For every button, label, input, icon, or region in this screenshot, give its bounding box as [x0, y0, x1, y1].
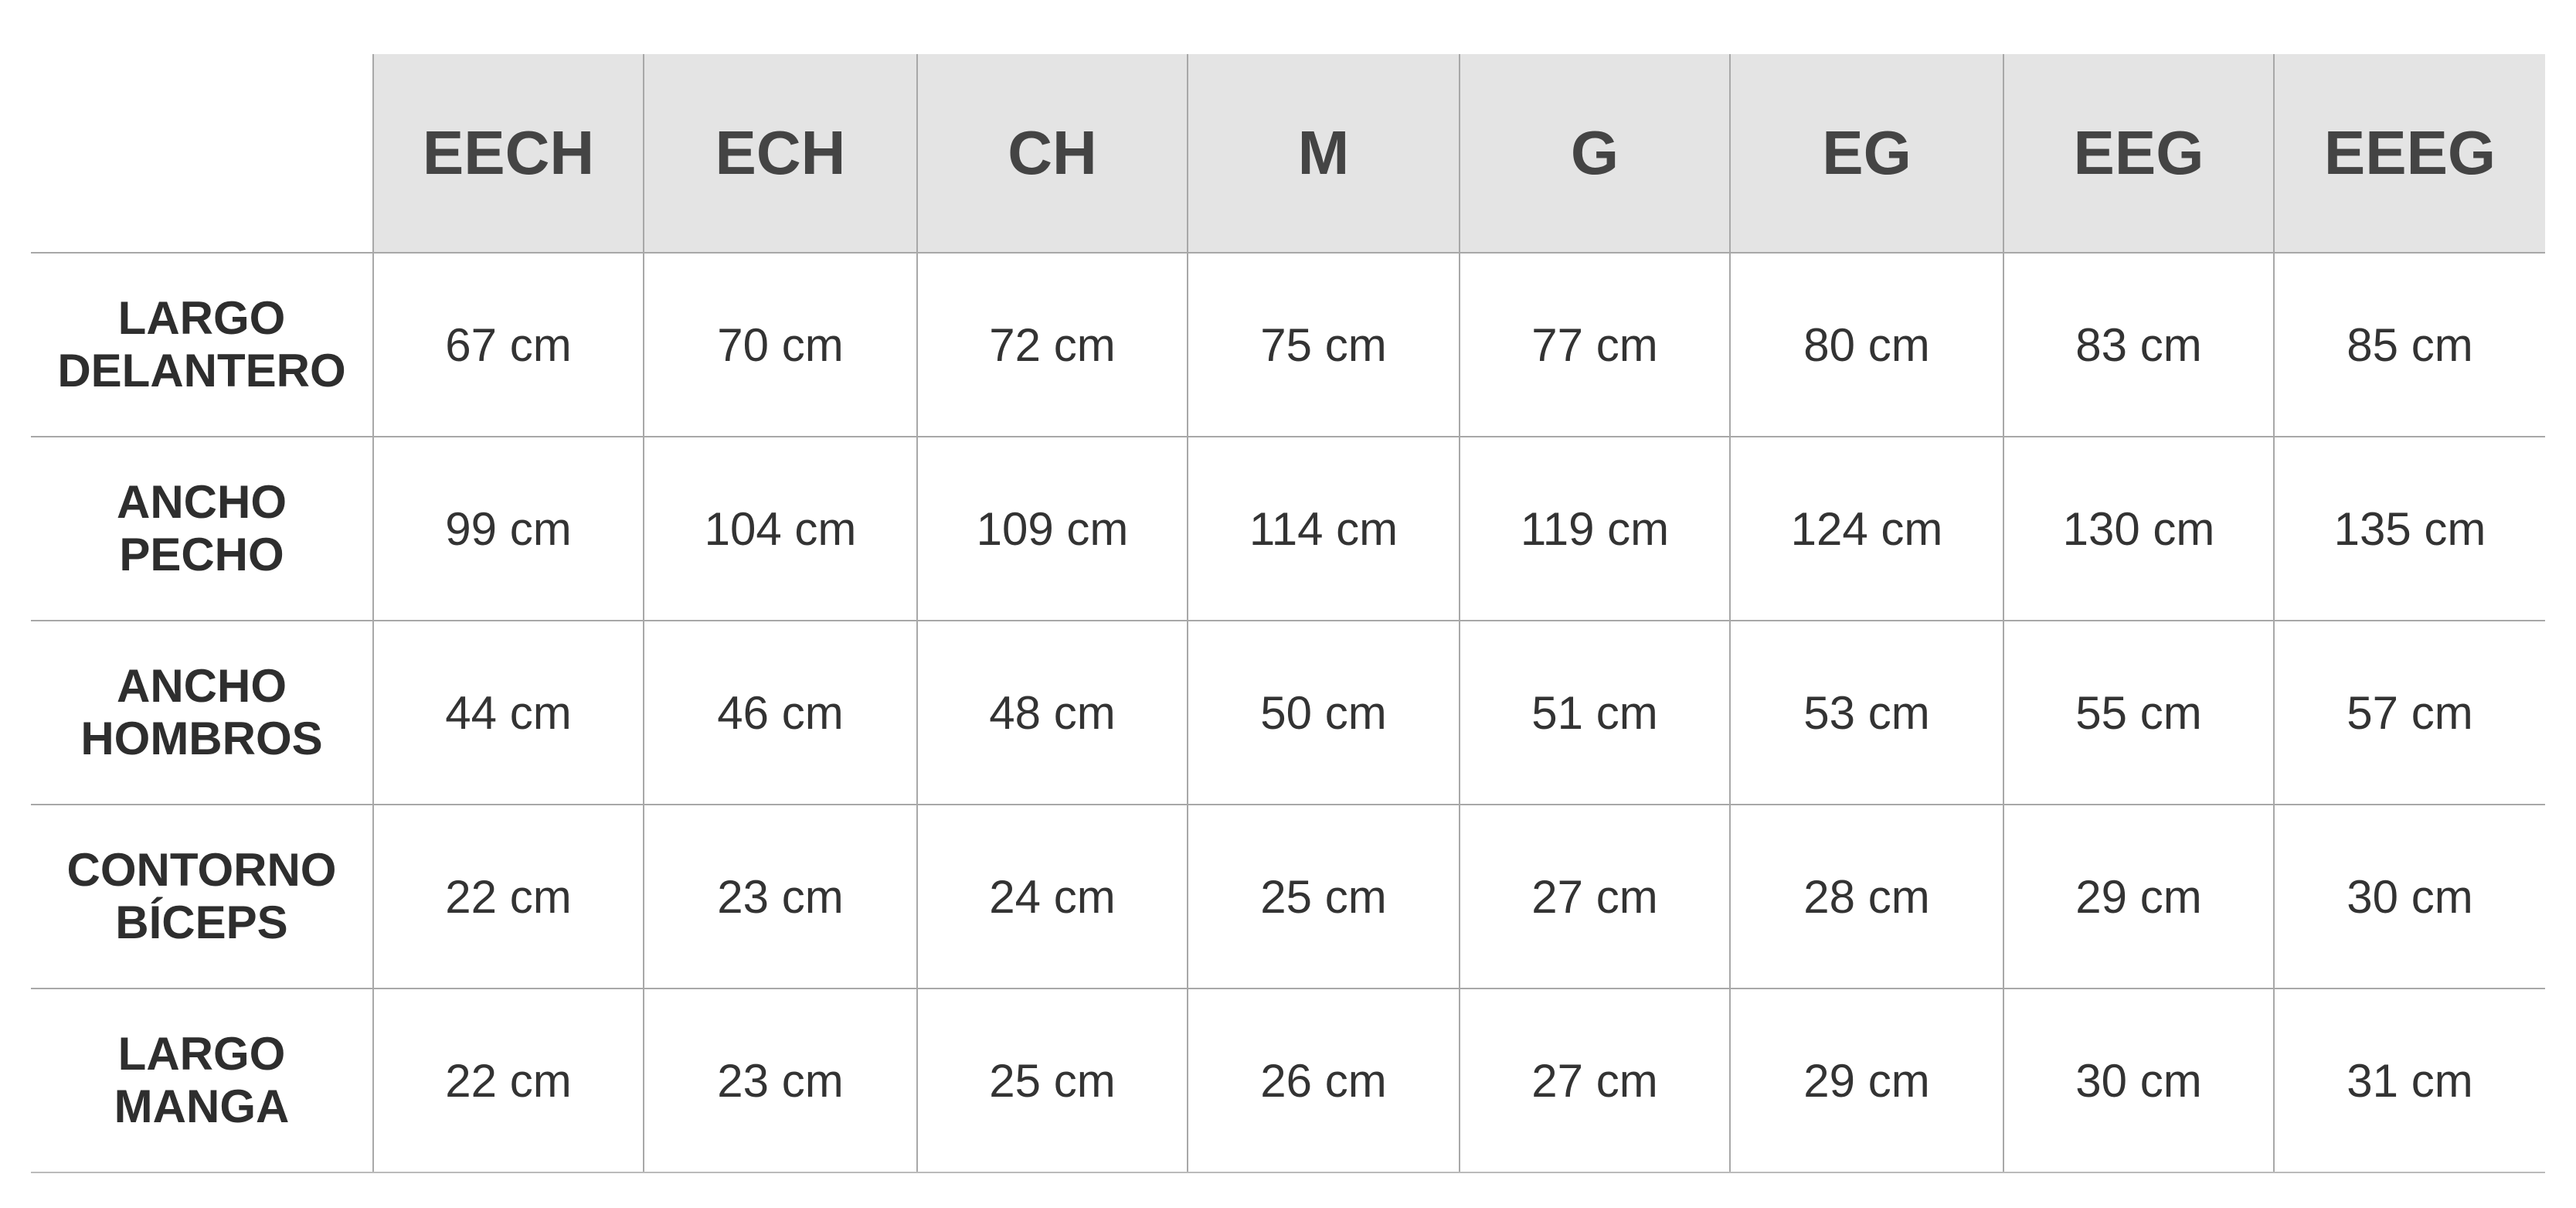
corner-cell [31, 54, 373, 253]
table-row: LARGO MANGA 22 cm 23 cm 25 cm 26 cm 27 cm 29 c… [31, 988, 2545, 1173]
measurement-cell: 50 cm [1187, 620, 1460, 805]
measurement-cell: 26 cm [1187, 988, 1460, 1173]
row-label: LARGO MANGA [31, 988, 373, 1173]
measurement-cell: 51 cm [1459, 620, 1730, 805]
measurement-cell: 28 cm [1729, 804, 2003, 989]
measurement-cell: 24 cm [916, 804, 1188, 989]
measurement-cell: 77 cm [1459, 252, 1730, 437]
measurement-cell: 30 cm [2003, 988, 2274, 1173]
measurement-cell: 55 cm [2003, 620, 2274, 805]
measurement-cell: 25 cm [1187, 804, 1460, 989]
measurement-cell: 31 cm [2273, 988, 2545, 1173]
measurement-cell: 124 cm [1729, 436, 2003, 621]
measurement-cell: 80 cm [1729, 252, 2003, 437]
row-label: ANCHO PECHO [31, 436, 373, 621]
column-header-size: G [1459, 54, 1730, 253]
measurement-cell: 67 cm [372, 252, 644, 437]
row-label: LARGO DELANTERO [31, 252, 373, 437]
column-header-size: EG [1729, 54, 2003, 253]
measurement-cell: 83 cm [2003, 252, 2274, 437]
measurement-cell: 23 cm [643, 988, 917, 1173]
size-chart-table: EECH ECH CH M G EG EEG EEEG LARGO DELANTERO 67 c… [31, 54, 2545, 1173]
measurement-cell: 135 cm [2273, 436, 2545, 621]
column-header-size: M [1187, 54, 1460, 253]
measurement-cell: 99 cm [372, 436, 644, 621]
table-row: ANCHO PECHO 99 cm 104 cm 109 cm 114 cm 119 cm… [31, 436, 2545, 621]
measurement-cell: 70 cm [643, 252, 917, 437]
measurement-cell: 75 cm [1187, 252, 1460, 437]
measurement-cell: 130 cm [2003, 436, 2274, 621]
column-header-size: EEEG [2273, 54, 2545, 253]
column-header-size: EEG [2003, 54, 2274, 253]
measurement-cell: 119 cm [1459, 436, 1730, 621]
measurement-cell: 85 cm [2273, 252, 2545, 437]
measurement-cell: 72 cm [916, 252, 1188, 437]
measurement-cell: 23 cm [643, 804, 917, 989]
measurement-cell: 29 cm [2003, 804, 2274, 989]
column-header-size: CH [916, 54, 1188, 253]
row-label: CONTORNO BÍCEPS [31, 804, 373, 989]
measurement-cell: 27 cm [1459, 988, 1730, 1173]
column-header-size: EECH [372, 54, 644, 253]
table-row: CONTORNO BÍCEPS 22 cm 23 cm 24 cm 25 cm 27 cm… [31, 804, 2545, 989]
table-row: LARGO DELANTERO 67 cm 70 cm 72 cm 75 cm 77 cm… [31, 252, 2545, 437]
measurement-cell: 22 cm [372, 988, 644, 1173]
measurement-cell: 57 cm [2273, 620, 2545, 805]
measurement-cell: 44 cm [372, 620, 644, 805]
measurement-cell: 30 cm [2273, 804, 2545, 989]
measurement-cell: 104 cm [643, 436, 917, 621]
measurement-cell: 22 cm [372, 804, 644, 989]
measurement-cell: 25 cm [916, 988, 1188, 1173]
column-header-size: ECH [643, 54, 917, 253]
measurement-cell: 53 cm [1729, 620, 2003, 805]
row-label: ANCHO HOMBROS [31, 620, 373, 805]
measurement-cell: 109 cm [916, 436, 1188, 621]
table-row: ANCHO HOMBROS 44 cm 46 cm 48 cm 50 cm 51 cm 53… [31, 620, 2545, 805]
measurement-cell: 27 cm [1459, 804, 1730, 989]
measurement-cell: 29 cm [1729, 988, 2003, 1173]
measurement-cell: 48 cm [916, 620, 1188, 805]
header-row: EECH ECH CH M G EG EEG EEEG [31, 54, 2545, 253]
measurement-cell: 46 cm [643, 620, 917, 805]
measurement-cell: 114 cm [1187, 436, 1460, 621]
